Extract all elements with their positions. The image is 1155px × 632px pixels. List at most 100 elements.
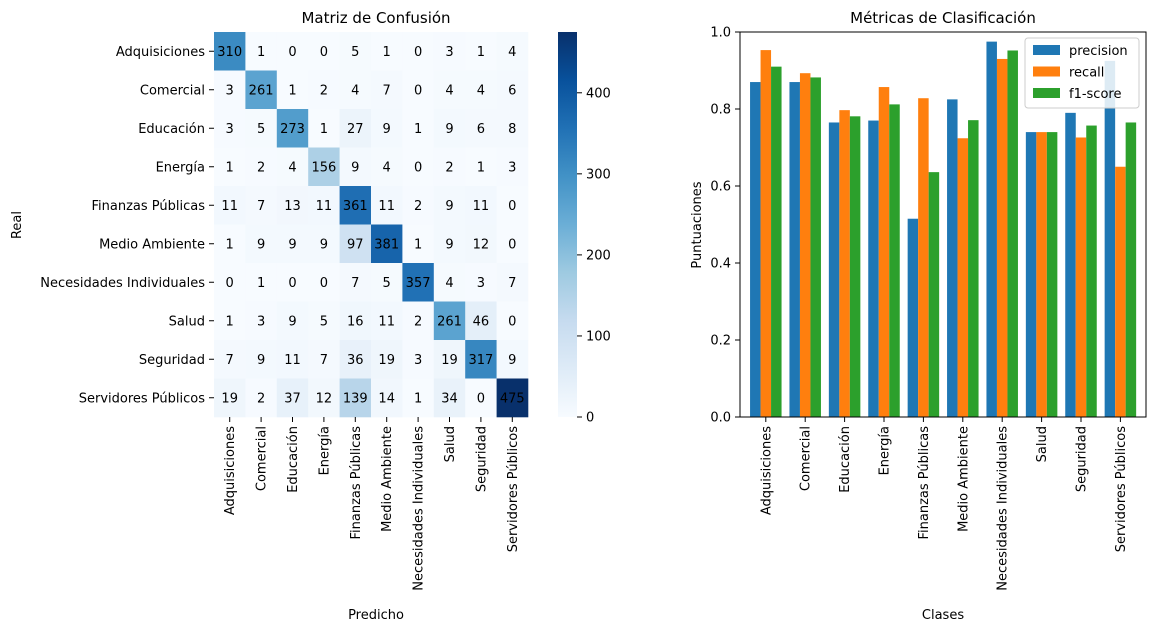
heatmap-cell-label: 0 <box>414 45 422 60</box>
heatmap-cell <box>214 186 246 225</box>
heatmap-cell <box>339 224 372 264</box>
heatmap-cell <box>371 147 403 187</box>
heatmap-cell-label: 0 <box>414 83 422 98</box>
heatmap-cell-label: 1 <box>414 391 422 406</box>
heatmap-cell-label: 9 <box>508 353 516 368</box>
heatmap-cell <box>465 147 497 187</box>
heatmap-cell <box>465 32 497 71</box>
heatmap-cell-label: 9 <box>383 122 391 137</box>
heatmap-cell-label: 19 <box>441 353 458 368</box>
legend-label: f1-score <box>1069 87 1121 102</box>
heatmap-cell <box>433 224 466 264</box>
bar-f1-score <box>1125 122 1137 417</box>
bar-f1-score <box>849 116 861 417</box>
heatmap-cell-label: 4 <box>445 276 453 291</box>
bar-precision <box>947 99 958 417</box>
heatmap-cell <box>214 70 246 110</box>
bar-precision <box>868 120 879 418</box>
heatmap-cell <box>465 301 497 341</box>
heatmap-cell-label: 475 <box>500 391 525 406</box>
heatmap-x-tick-label: Finanzas Públicas <box>349 426 364 540</box>
heatmap-y-tick-label: Finanzas Públicas <box>92 199 206 214</box>
bar-x-tick-label: Servidores Públicos <box>1114 426 1129 552</box>
heatmap-cell <box>214 263 246 302</box>
heatmap-x-tick-label: Seguridad <box>474 426 489 492</box>
heatmap-cell-label: 1 <box>414 122 422 137</box>
heatmap-cell-label: 11 <box>316 199 333 214</box>
heatmap-y-tick-label: Educación <box>138 122 205 137</box>
heatmap-cell-label: 0 <box>288 45 296 60</box>
heatmap-cell <box>308 186 340 225</box>
heatmap-cell <box>465 224 497 264</box>
heatmap-cell <box>402 186 435 225</box>
heatmap-cell <box>371 224 403 264</box>
heatmap-cell <box>308 32 340 71</box>
heatmap-cell <box>276 32 309 71</box>
heatmap-cell <box>465 340 497 379</box>
heatmap-x-tick-label: Salud <box>443 426 458 462</box>
heatmap-cell <box>308 340 340 379</box>
heatmap-cell <box>308 70 340 110</box>
heatmap-cell-label: 16 <box>347 314 364 329</box>
bar-recall <box>957 138 969 417</box>
heatmap-cell <box>276 147 309 187</box>
bar-ylabel: Puntuaciones <box>690 181 705 268</box>
heatmap-cell <box>245 340 278 379</box>
heatmap-cell-label: 11 <box>221 199 238 214</box>
heatmap-cell <box>245 224 278 264</box>
heatmap-cell <box>433 340 466 379</box>
heatmap-cell-label: 3 <box>508 160 516 175</box>
heatmap-cell <box>245 32 278 71</box>
heatmap-cell <box>245 186 278 225</box>
heatmap-cell <box>276 340 309 379</box>
heatmap-cell <box>276 186 309 225</box>
bar-recall <box>760 50 772 417</box>
bar-y-tick-label: 1.0 <box>710 26 731 41</box>
heatmap-cell <box>276 224 309 264</box>
heatmap-y-tick-labels: Adquisiciones Comercial Educación Energía Fi… <box>40 45 214 406</box>
heatmap-cell <box>339 378 372 418</box>
bar-recall <box>996 58 1008 417</box>
bar-recall <box>839 110 850 417</box>
heatmap-cell <box>496 263 529 302</box>
heatmap-cell <box>276 70 309 110</box>
heatmap-cell-label: 361 <box>343 199 368 214</box>
heatmap-cell-label: 0 <box>288 276 296 291</box>
heatmap-cell <box>433 263 466 302</box>
bar-recall <box>1115 166 1126 417</box>
heatmap-cell-label: 0 <box>414 160 422 175</box>
colorbar-tick-label: 400 <box>586 86 611 101</box>
heatmap-y-tick-label: Adquisiciones <box>116 45 205 60</box>
heatmap-cell <box>433 378 466 418</box>
heatmap-cell-label: 0 <box>477 391 485 406</box>
bar-precision <box>1104 60 1116 417</box>
heatmap-cell-label: 19 <box>378 353 395 368</box>
bar-precision <box>907 218 919 417</box>
heatmap-cell-label: 2 <box>257 160 265 175</box>
heatmap-cell <box>214 301 246 341</box>
heatmap-x-tick-label: Energía <box>317 426 332 475</box>
heatmap-cell <box>339 186 372 225</box>
heatmap-cell <box>308 109 340 148</box>
heatmap-cell-label: 0 <box>508 237 516 252</box>
heatmap-cell <box>214 32 246 71</box>
colorbar <box>558 32 577 417</box>
heatmap-cell <box>496 147 529 187</box>
heatmap-cell <box>245 263 278 302</box>
heatmap-xlabel: Predicho <box>348 608 404 623</box>
heatmap-cell-label: 1 <box>320 122 328 137</box>
heatmap-y-tick-label: Necesidades Individuales <box>40 276 205 291</box>
colorbar-tick-label: 300 <box>586 167 611 182</box>
heatmap-cell-label: 3 <box>226 83 234 98</box>
heatmap-cell <box>308 147 340 187</box>
bar-precision <box>986 41 997 417</box>
bar-xlabel: Clases <box>922 608 964 623</box>
heatmap-cell <box>371 109 403 148</box>
bar-x-tick-label: Necesidades Individuales <box>996 426 1011 591</box>
heatmap-cell-label: 7 <box>383 83 391 98</box>
legend-swatch <box>1033 45 1060 55</box>
bar-marks <box>750 41 1137 418</box>
heatmap-cell <box>496 70 529 110</box>
heatmap-cell <box>465 70 497 110</box>
heatmap-cell-label: 5 <box>257 122 265 137</box>
